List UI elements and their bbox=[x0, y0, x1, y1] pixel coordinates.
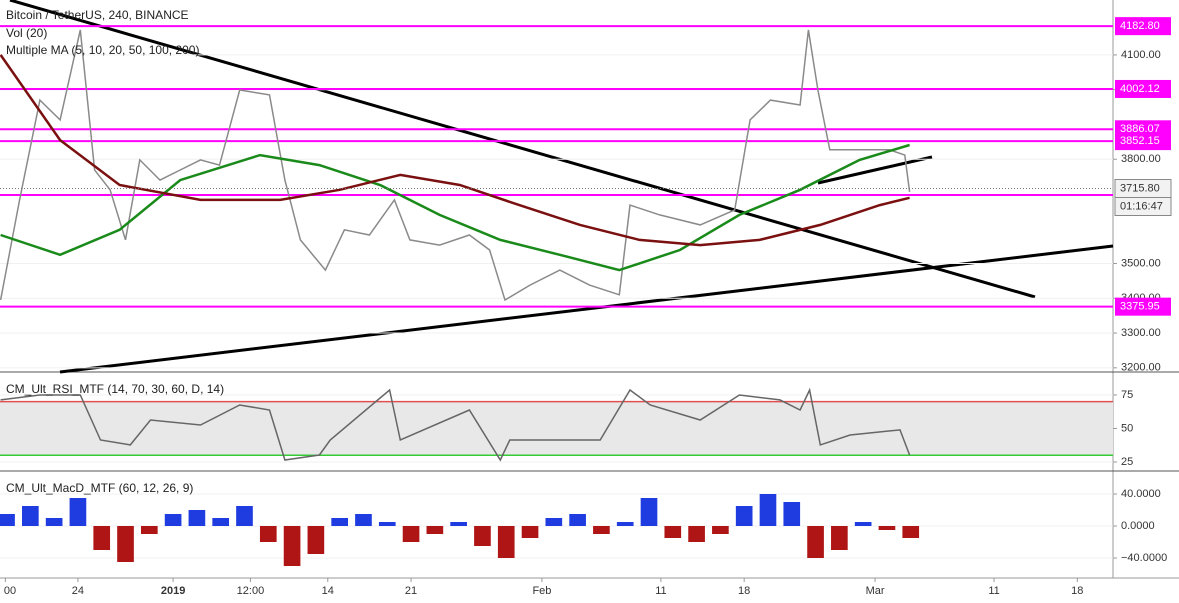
histogram-bar bbox=[45, 518, 63, 526]
histogram-bar bbox=[331, 518, 348, 526]
level-label: 3375.95 bbox=[1120, 301, 1160, 313]
y-tick-label: 3300.00 bbox=[1121, 327, 1161, 339]
histogram-bar bbox=[735, 506, 753, 526]
histogram-bar bbox=[212, 518, 230, 526]
y-tick-label: 4100.00 bbox=[1121, 49, 1161, 61]
trend-line bbox=[59, 244, 1114, 374]
histogram-bar bbox=[164, 514, 182, 526]
y-tick-label: 75 bbox=[1121, 389, 1133, 401]
histogram-bar bbox=[616, 522, 634, 526]
histogram-bar bbox=[712, 526, 729, 534]
histogram-bar bbox=[569, 514, 586, 526]
marks: 4100.004000.003800.003500.003400.003300.… bbox=[0, 17, 1172, 597]
x-tick-label: 24 bbox=[72, 585, 84, 597]
series-line bbox=[0, 29, 911, 302]
y-tick-label: 40.0000 bbox=[1121, 488, 1161, 500]
histogram-bar bbox=[474, 526, 491, 546]
x-tick-label: 21 bbox=[405, 585, 417, 597]
rsi-band bbox=[0, 401, 1113, 456]
histogram-bar bbox=[593, 526, 610, 534]
histogram-bar bbox=[117, 526, 134, 562]
level-label: 3852.15 bbox=[1120, 135, 1160, 147]
countdown-label: 01:16:47 bbox=[1120, 200, 1163, 212]
x-tick-label: 00 bbox=[4, 585, 16, 597]
histogram-bar bbox=[402, 526, 420, 542]
histogram-bar bbox=[283, 526, 301, 566]
histogram-bar bbox=[831, 526, 848, 550]
histogram-bar bbox=[664, 526, 682, 538]
level-badge bbox=[1115, 17, 1171, 36]
rsi-title: CM_Ult_RSI_MTF (14, 70, 30, 60, D, 14) bbox=[6, 382, 224, 396]
histogram-bar bbox=[902, 526, 920, 538]
histogram-bar bbox=[497, 526, 515, 558]
level-badge bbox=[1115, 79, 1171, 98]
x-tick-label: 14 bbox=[322, 585, 334, 597]
x-tick-label: 11 bbox=[655, 585, 666, 597]
y-tick-label: −40.0000 bbox=[1121, 552, 1167, 564]
trend-line bbox=[817, 155, 933, 185]
x-tick-label: Feb bbox=[532, 585, 551, 597]
histogram-bar bbox=[426, 526, 444, 534]
histogram-bar bbox=[759, 494, 777, 526]
macd-title: CM_Ult_MacD_MTF (60, 12, 26, 9) bbox=[6, 481, 193, 495]
x-tick-label: 11 bbox=[988, 585, 999, 597]
trend-line bbox=[9, 0, 1036, 299]
histogram-bar bbox=[69, 498, 87, 526]
level-badge bbox=[1115, 132, 1171, 151]
histogram-bar bbox=[545, 518, 563, 526]
histogram-bar bbox=[688, 526, 705, 542]
y-tick-label: 0.0000 bbox=[1121, 520, 1155, 532]
histogram-bar bbox=[93, 526, 111, 550]
x-tick-label: 2019 bbox=[161, 585, 185, 597]
series-line bbox=[0, 54, 910, 247]
histogram-bar bbox=[236, 506, 253, 526]
x-tick-label: 12:00 bbox=[237, 585, 265, 597]
histogram-bar bbox=[188, 510, 206, 526]
level-label: 4182.80 bbox=[1120, 20, 1160, 32]
x-tick-label: Mar bbox=[866, 585, 885, 597]
y-tick-label: 50 bbox=[1121, 422, 1133, 434]
histogram-bar bbox=[783, 502, 801, 526]
histogram-bar bbox=[450, 522, 467, 526]
level-label: 4002.12 bbox=[1120, 83, 1160, 95]
histogram-bar bbox=[140, 526, 158, 534]
y-tick-label: 3200.00 bbox=[1121, 362, 1161, 374]
volume-label: Vol (20) bbox=[6, 26, 47, 40]
series-line bbox=[0, 387, 911, 462]
level-badge bbox=[1115, 297, 1171, 316]
y-tick-label: 3800.00 bbox=[1121, 153, 1161, 165]
histogram-bar bbox=[878, 526, 896, 530]
histogram-bar bbox=[378, 522, 396, 526]
chart-title: Bitcoin / TetherUS, 240, BINANCE bbox=[6, 8, 189, 22]
x-tick-label: 18 bbox=[738, 585, 750, 597]
y-tick-label: 25 bbox=[1121, 456, 1133, 468]
histogram-bar bbox=[640, 498, 658, 526]
ma-label: Multiple MA (5, 10, 20, 50, 100, 200) bbox=[6, 43, 199, 57]
series-line bbox=[0, 143, 910, 272]
histogram-bar bbox=[521, 526, 539, 538]
histogram-bar bbox=[307, 526, 325, 554]
histogram-bar bbox=[0, 514, 15, 526]
histogram-bar bbox=[807, 526, 824, 558]
histogram-bar bbox=[22, 506, 39, 526]
histogram-bar bbox=[854, 522, 872, 526]
last-price-label: 3715.80 bbox=[1120, 182, 1160, 194]
y-tick-label: 3500.00 bbox=[1121, 257, 1161, 269]
countdown-badge bbox=[1114, 197, 1172, 217]
histogram-bar bbox=[259, 526, 277, 542]
histogram-bar bbox=[355, 514, 372, 526]
x-tick-label: 18 bbox=[1071, 585, 1083, 597]
